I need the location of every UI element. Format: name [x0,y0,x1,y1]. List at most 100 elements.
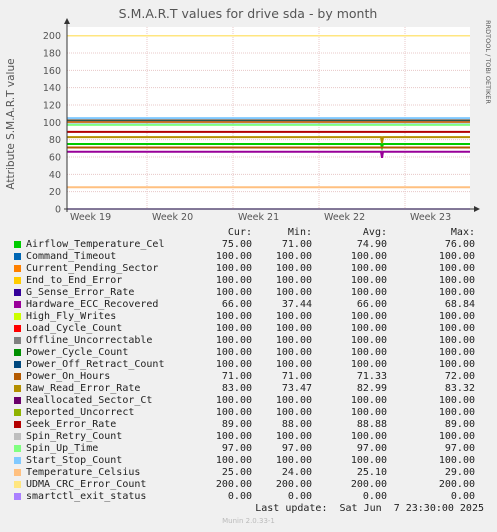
legend-min-value: 100.00 [275,455,312,466]
legend-series-name: Power_Off_Retract_Count [26,359,165,370]
legend-min-value: 37.44 [281,299,312,310]
legend-row: Power_On_Hours 71.00 71.00 71.33 72.00 [12,371,475,383]
legend-min-value: 100.00 [275,311,312,322]
legend-row: High_Fly_Writes 100.00 100.00 100.00 100.00 [12,311,475,323]
legend-series-name: Raw_Read_Error_Rate [26,383,141,394]
legend-min-value: 88.00 [281,419,312,430]
legend-row: End_to_End_Error 100.00 100.00 100.00 100.00 [12,275,475,287]
legend-row: G_Sense_Error_Rate 100.00 100.00 100.00 100.… [12,287,475,299]
legend-min-value: 100.00 [275,251,312,262]
legend-avg-value: 100.00 [350,395,387,406]
legend-row: Power_Cycle_Count 100.00 100.00 100.00 100.0… [12,347,475,359]
legend-row: Spin_Up_Time 97.00 97.00 97.00 97.00 [12,443,475,455]
y-tick-label: 0 [55,205,61,216]
legend-cur-value: 100.00 [215,263,252,274]
legend-cur-value: 100.00 [215,323,252,334]
y-tick-label: 140 [43,83,61,94]
legend-swatch [14,397,21,404]
legend-max-value: 100.00 [438,455,475,466]
legend-row: Reallocated_Sector_Ct 100.00 100.00 100.00 1… [12,395,475,407]
legend-swatch [14,433,21,440]
legend-swatch [14,265,21,272]
legend-max-value: 100.00 [438,407,475,418]
y-tick-label: 40 [49,170,61,181]
legend-cur-value: 25.00 [221,467,252,478]
legend-avg-value: 100.00 [350,287,387,298]
y-tick-label: 160 [43,66,61,77]
y-axis [64,18,70,212]
legend-swatch [14,241,21,248]
legend-max-value: 68.84 [444,299,475,310]
header-cur: Cur: [227,227,252,238]
legend-series-name: Spin_Retry_Count [26,431,123,442]
legend-cur-value: 66.00 [221,299,252,310]
legend-min-value: 100.00 [275,323,312,334]
rrdtool-credit: RRDTOOL / TOBI OETIKER [484,20,492,104]
legend-series-name: UDMA_CRC_Error_Count [26,479,147,490]
legend-max-value: 100.00 [438,335,475,346]
y-tick-labels: 0 20 40 60 80 100 120 140 160 180 200 [43,31,61,215]
legend-series-name: Temperature_Celsius [26,467,141,478]
legend-cur-value: 83.00 [221,383,252,394]
legend-avg-value: 66.00 [356,299,387,310]
legend-series-name: Offline_Uncorrectable [26,335,153,346]
legend-row: Start_Stop_Count 100.00 100.00 100.00 100.00 [12,455,475,467]
legend-series-name: Command_Timeout [26,251,117,262]
legend-row: Spin_Retry_Count 100.00 100.00 100.00 100.00 [12,431,475,443]
legend-avg-value: 88.88 [356,419,387,430]
x-tick-labels: Week 19 Week 20 Week 21 Week 22 Week 23 [70,212,451,223]
x-tick-label: Week 22 [324,212,365,223]
legend-cur-value: 100.00 [215,359,252,370]
legend-row: Current_Pending_Sector 100.00 100.00 100.00… [12,263,475,275]
legend-swatch [14,361,21,368]
legend-row: Offline_Uncorrectable 100.00 100.00 100.00 1… [12,335,475,347]
legend-body: Airflow_Temperature_Cel 75.00 71.00 74.90 76… [12,239,475,503]
legend-series-name: Seek_Error_Rate [26,419,117,430]
legend-row: Load_Cycle_Count 100.00 100.00 100.00 100.00 [12,323,475,335]
legend-max-value: 72.00 [444,371,475,382]
legend-swatch [14,253,21,260]
legend-row: Command_Timeout 100.00 100.00 100.00 100.00 [12,251,475,263]
legend-avg-value: 100.00 [350,311,387,322]
legend-min-value: 71.00 [281,239,312,250]
smart-chart: S.M.A.R.T values for drive sda - by mont… [5,6,492,223]
legend-max-value: 89.00 [444,419,475,430]
legend-cur-value: 75.00 [221,239,252,250]
legend-min-value: 97.00 [281,443,312,454]
legend-max-value: 100.00 [438,359,475,370]
x-tick-label: Week 19 [70,212,111,223]
legend-series-name: Load_Cycle_Count [26,323,123,334]
legend-avg-value: 71.33 [356,371,387,382]
y-tick-label: 200 [43,31,61,42]
legend-cur-value: 200.00 [215,479,252,490]
legend-cur-value: 71.00 [221,371,252,382]
header-avg: Avg: [362,227,387,238]
legend-max-value: 100.00 [438,395,475,406]
header-min: Min: [287,227,312,238]
legend-avg-value: 100.00 [350,455,387,466]
legend-avg-value: 100.00 [350,431,387,442]
legend-row: smartctl_exit_status 0.00 0.00 0.00 0.00 [12,491,475,503]
legend-avg-value: 100.00 [350,323,387,334]
legend-swatch [14,457,21,464]
legend-cur-value: 100.00 [215,347,252,358]
legend-avg-value: 25.10 [356,467,387,478]
legend-avg-value: 74.90 [356,239,387,250]
legend-min-value: 0.00 [287,491,312,502]
legend-swatch [14,349,21,356]
legend-series-name: High_Fly_Writes [26,311,117,322]
legend-max-value: 100.00 [438,311,475,322]
legend-table: Cur: Min: Avg: Max: Airflow_Temperature_… [12,227,475,503]
legend-min-value: 100.00 [275,335,312,346]
legend-avg-value: 82.99 [356,383,387,394]
legend-series-name: End_to_End_Error [26,275,123,286]
y-tick-label: 180 [43,49,61,60]
y-axis-label: Attribute S.M.A.R.T value [5,58,17,189]
legend-max-value: 83.32 [444,383,475,394]
legend-series-name: smartctl_exit_status [26,491,147,502]
legend-cur-value: 100.00 [215,335,252,346]
legend-min-value: 24.00 [281,467,312,478]
legend-row: Temperature_Celsius 25.00 24.00 25.10 29.00 [12,467,475,479]
legend-avg-value: 100.00 [350,275,387,286]
legend-cur-value: 100.00 [215,455,252,466]
